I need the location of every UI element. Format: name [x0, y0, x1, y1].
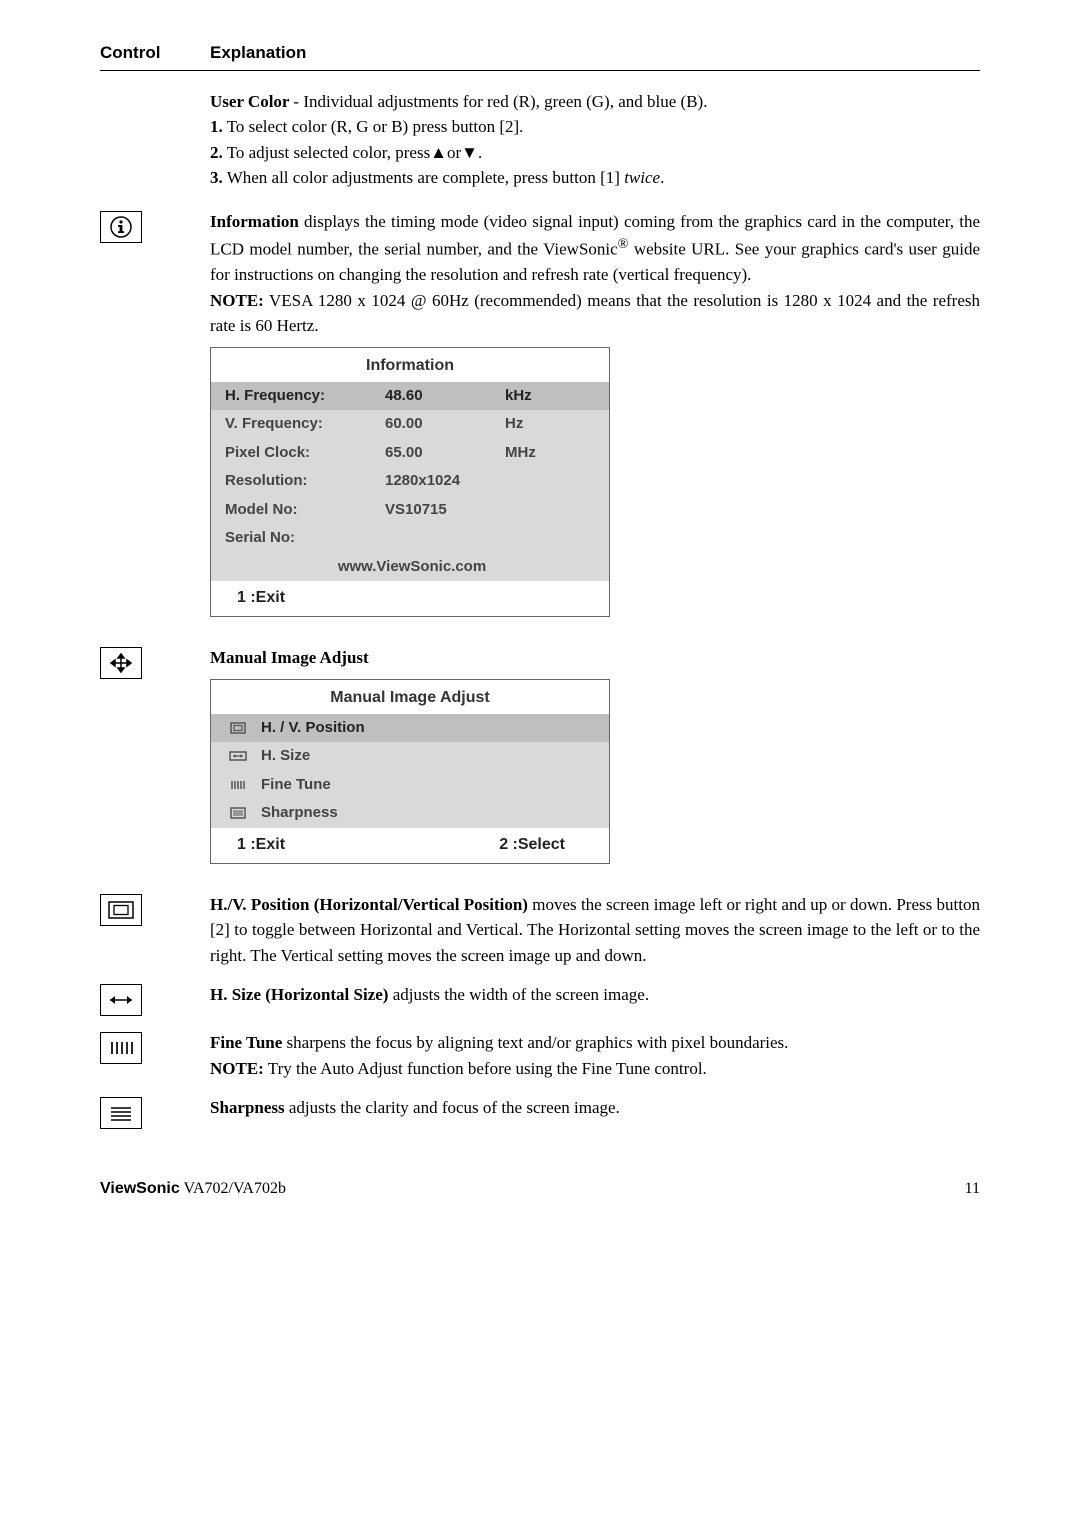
hv-position-section: H./V. Position (Horizontal/Vertical Posi… [100, 892, 980, 969]
info-icon [100, 211, 142, 243]
finetune-section: Fine Tune sharpens the focus by aligning… [100, 1030, 980, 1081]
sharpness-icon [100, 1097, 142, 1129]
osd-row: H. / V. Position [211, 714, 609, 743]
finetune-note: NOTE: Try the Auto Adjust function befor… [210, 1056, 980, 1082]
divider [100, 70, 980, 71]
hv-mini-icon [225, 721, 251, 735]
sharpness-text: Sharpness adjusts the clarity and focus … [210, 1095, 980, 1121]
osd-row: Resolution:1280x1024 [211, 467, 609, 496]
osd-row: Sharpness [211, 799, 609, 828]
user-color-step-1: 1. To select color (R, G or B) press but… [210, 114, 980, 140]
footer-model: VA702/VA702b [180, 1180, 286, 1197]
osd-row: H. Size [211, 742, 609, 771]
osd-row: V. Frequency:60.00Hz [211, 410, 609, 439]
header-control: Control [100, 40, 210, 66]
osd-row: Serial No: [211, 524, 609, 553]
move-icon [100, 647, 142, 679]
page-number: 11 [965, 1177, 980, 1201]
osd-row: H. Frequency:48.60kHz [211, 382, 609, 411]
mia-title: Manual Image Adjust [210, 648, 369, 667]
osd-info-panel: Information H. Frequency:48.60kHz V. Fre… [210, 347, 610, 618]
osd-mia-panel: Manual Image Adjust H. / V. Position H. … [210, 679, 610, 864]
user-color-lead: User Color - Individual adjustments for … [210, 89, 980, 115]
sharpness-section: Sharpness adjusts the clarity and focus … [100, 1095, 980, 1129]
osd-mia-title: Manual Image Adjust [211, 680, 609, 714]
hsize-mini-icon [225, 749, 251, 763]
osd-info-title: Information [211, 348, 609, 382]
osd-mia-footer: 1 :Exit 2 :Select [211, 828, 609, 863]
finetune-mini-icon [225, 778, 251, 792]
osd-row: Model No:VS10715 [211, 496, 609, 525]
header-explanation: Explanation [210, 40, 980, 66]
finetune-icon [100, 1032, 142, 1064]
manual-image-adjust-section: Manual Image Adjust Manual Image Adjust … [100, 645, 980, 878]
page-footer: ViewSonic VA702/VA702b 11 [100, 1177, 980, 1201]
hv-position-icon [100, 894, 142, 926]
hsize-section: H. Size (Horizontal Size) adjusts the wi… [100, 982, 980, 1016]
user-color-label: User Color [210, 92, 293, 111]
information-section: Information displays the timing mode (vi… [100, 209, 980, 632]
finetune-text: Fine Tune sharpens the focus by aligning… [210, 1030, 980, 1056]
user-color-section: User Color - Individual adjustments for … [210, 89, 980, 191]
sharpness-mini-icon [225, 806, 251, 820]
osd-row: Fine Tune [211, 771, 609, 800]
user-color-step-3: 3. When all color adjustments are comple… [210, 165, 980, 191]
user-color-step-2: 2. To adjust selected color, press▲or▼. [210, 140, 980, 166]
hsize-text: H. Size (Horizontal Size) adjusts the wi… [210, 982, 980, 1008]
hsize-icon [100, 984, 142, 1016]
hv-position-text: H./V. Position (Horizontal/Vertical Posi… [210, 892, 980, 969]
osd-row: Pixel Clock:65.00MHz [211, 439, 609, 468]
information-note: NOTE: VESA 1280 x 1024 @ 60Hz (recommend… [210, 288, 980, 339]
information-para: Information displays the timing mode (vi… [210, 209, 980, 288]
osd-www: www.ViewSonic.com [211, 553, 609, 582]
footer-brand: ViewSonic [100, 1180, 180, 1197]
osd-info-footer: 1 :Exit [211, 581, 609, 616]
header: Control Explanation [100, 40, 980, 66]
user-color-desc: - Individual adjustments for red (R), gr… [293, 92, 707, 111]
